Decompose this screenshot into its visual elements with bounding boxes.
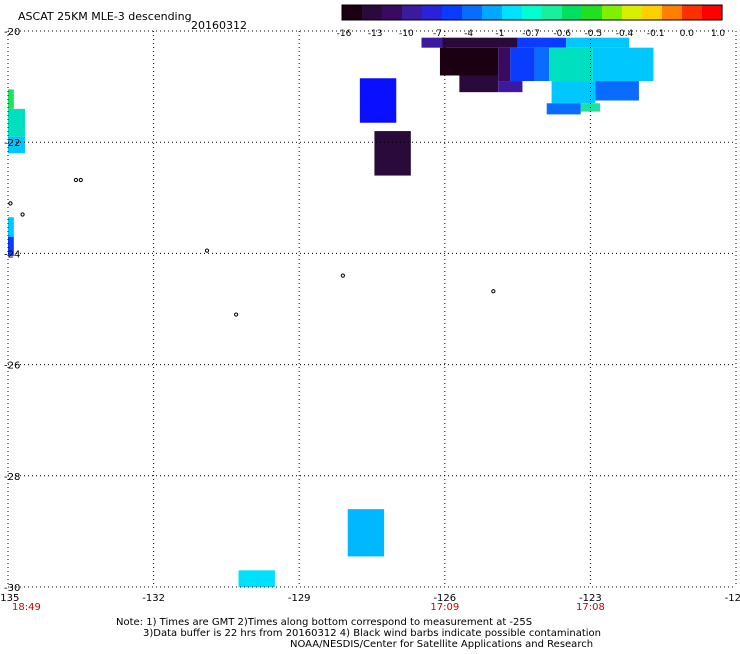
wind-cell-21 xyxy=(8,217,14,237)
y-tick-label: -24 xyxy=(4,249,20,260)
colorbar-label: -13 xyxy=(368,29,383,39)
wind-cell-18 xyxy=(8,89,14,109)
colorbar-swatch xyxy=(642,5,663,20)
colorbar-swatch xyxy=(442,5,463,20)
colorbar-swatch xyxy=(522,5,543,20)
axis-ticks-layer: -135 -132 -129 -126 -123 -120 -20 -22 -24 -26 -28 -… xyxy=(0,27,740,604)
island-marker-4 xyxy=(204,248,210,253)
data-cells-layer xyxy=(8,37,654,587)
wind-cell-19 xyxy=(8,108,25,137)
wind-cell-10 xyxy=(459,75,499,93)
island-marker-6 xyxy=(234,312,239,317)
colorbar-label: 0.0 xyxy=(680,29,695,39)
colorbar-swatch xyxy=(562,5,583,20)
x-tick-label: -132 xyxy=(142,593,165,604)
wind-cell-4 xyxy=(439,47,499,76)
colorbar-label: -0.1 xyxy=(647,29,665,39)
y-tick-label: -26 xyxy=(4,361,20,372)
colorbar-label: -0.5 xyxy=(585,29,603,39)
colorbar-swatch xyxy=(702,5,723,20)
wind-cell-8 xyxy=(549,47,593,82)
wind-cell-13 xyxy=(595,81,639,101)
colorbar-label: -16 xyxy=(337,29,352,39)
map-title: ASCAT 25KM MLE-3 descending xyxy=(18,10,192,23)
colorbar-swatch xyxy=(502,5,523,20)
colorbar-label: -0.7 xyxy=(522,29,540,39)
wind-cell-12 xyxy=(551,81,596,104)
wind-cell-15 xyxy=(546,103,581,115)
colorbar-swatch xyxy=(382,5,403,20)
colorbar-swatch xyxy=(422,5,443,20)
x-tick-label: -129 xyxy=(288,593,311,604)
footer-note-line2: 3)Data buffer is 22 hrs from 20160312 4)… xyxy=(143,628,601,639)
wind-cell-1 xyxy=(442,37,518,48)
wind-cell-5 xyxy=(498,47,511,82)
colorbar-swatch xyxy=(622,5,643,20)
colorbar-label: -0.6 xyxy=(553,29,571,39)
wind-cell-23 xyxy=(347,509,385,557)
y-tick-label: -20 xyxy=(4,27,20,38)
colorbar-label: -1 xyxy=(495,29,504,39)
colorbar-swatch xyxy=(602,5,623,20)
wind-cell-22 xyxy=(8,236,14,257)
colorbar-label: -10 xyxy=(399,29,414,39)
y-tick-label: -22 xyxy=(4,138,20,149)
colorbar-swatch xyxy=(342,5,363,20)
wind-cell-20 xyxy=(8,136,25,154)
wind-cell-17 xyxy=(374,131,411,176)
time-label: 17:09 xyxy=(430,602,459,613)
y-tick-label: -30 xyxy=(4,583,20,594)
wind-cell-24 xyxy=(238,570,275,587)
time-label: 17:08 xyxy=(576,602,605,613)
y-tick-label: -28 xyxy=(4,472,20,483)
colorbar-swatch xyxy=(662,5,683,20)
island-marker-3 xyxy=(20,212,25,217)
wind-cell-9 xyxy=(592,47,654,82)
wind-cell-3 xyxy=(566,37,630,48)
colorbar-label: -4 xyxy=(464,29,473,39)
colorbar-swatch xyxy=(682,5,703,20)
wind-cell-16 xyxy=(359,78,397,123)
x-tick-label: -120 xyxy=(725,593,740,604)
wind-cell-11 xyxy=(498,81,523,93)
footer-note-line1: Note: 1) Times are GMT 2)Times along bot… xyxy=(116,617,532,628)
time-labels-layer: 18:49 17:09 17:08 xyxy=(12,602,605,613)
island-marker-0 xyxy=(73,177,79,183)
x-tick-label: -135 xyxy=(0,593,19,604)
map-date: 20160312 xyxy=(191,19,247,32)
wind-cell-6 xyxy=(510,47,535,82)
x-tick-label: -123 xyxy=(579,593,602,604)
colorbar-label: 1.0 xyxy=(711,29,726,39)
time-label: 18:49 xyxy=(12,602,41,613)
colorbar-label: -0.4 xyxy=(616,29,634,39)
colorbar-swatch xyxy=(582,5,603,20)
island-marker-7 xyxy=(491,289,496,294)
island-marker-2 xyxy=(8,201,13,206)
colorbar-swatch xyxy=(462,5,483,20)
colorbar-swatch xyxy=(542,5,563,20)
colorbar-label: -7 xyxy=(433,29,442,39)
wind-cell-2 xyxy=(517,37,567,48)
colorbar: -16 -13 -10 -7 -4 -1 -0.7 -0.6 -0.5 -0.4 -0.1 0.0 1.… xyxy=(337,4,726,39)
colorbar-swatch xyxy=(362,5,383,20)
island-markers-layer xyxy=(8,177,496,317)
colorbar-swatch xyxy=(402,5,423,20)
x-tick-label: -126 xyxy=(433,593,456,604)
colorbar-frame xyxy=(341,4,723,21)
footer-credit: NOAA/NESDIS/Center for Satellite Applica… xyxy=(290,639,593,650)
wind-cell-7 xyxy=(534,47,550,82)
wind-cell-0 xyxy=(421,37,445,48)
island-marker-5 xyxy=(340,273,345,278)
colorbar-swatch xyxy=(482,5,503,20)
island-marker-1 xyxy=(78,177,83,183)
grid-lines-layer xyxy=(7,30,737,588)
